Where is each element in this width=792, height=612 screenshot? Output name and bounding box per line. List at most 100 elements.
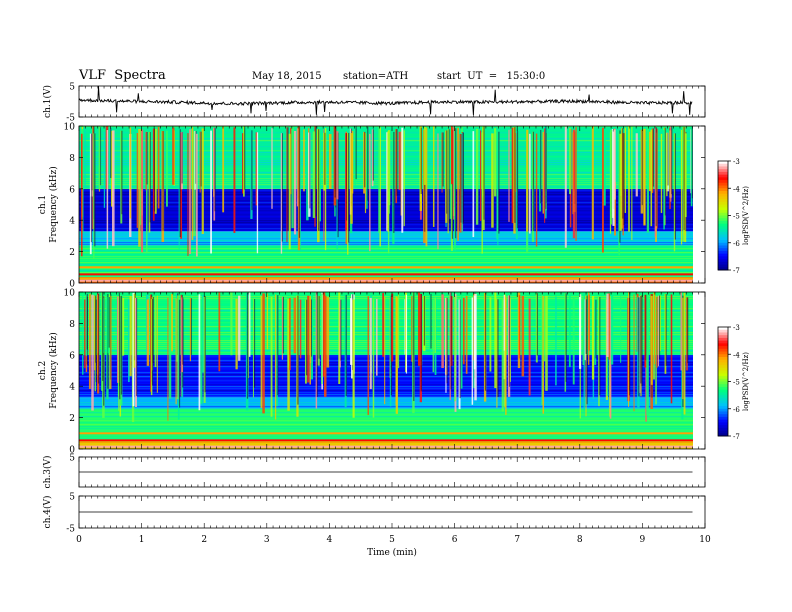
- colorbar-segment: [718, 389, 728, 393]
- spectrogram-streak-dark: [599, 296, 601, 396]
- spectrogram-streak: [296, 127, 299, 207]
- spectrogram-streak-dark: [586, 295, 588, 405]
- spectrogram-streak: [535, 293, 538, 363]
- colorbar-segment: [718, 422, 728, 426]
- spectrogram-streak-dark: [367, 126, 369, 201]
- spectrogram-streak: [432, 126, 435, 227]
- spectrogram-streak: [315, 292, 318, 409]
- colorbar-segment: [718, 215, 728, 219]
- spectrogram-streak-dark: [420, 127, 422, 195]
- spectrogram-band: [79, 126, 693, 189]
- colorbar-segment: [718, 337, 728, 342]
- spectrogram-stripe: [79, 140, 693, 142]
- spectrogram-streak: [213, 127, 216, 221]
- spectrogram-streak: [684, 133, 687, 218]
- spectrogram-streak-dark: [162, 131, 164, 231]
- colorbar-segment: [718, 171, 728, 176]
- spectrogram-streak-dark: [658, 295, 661, 360]
- spectrogram-streak: [494, 128, 497, 197]
- spectrogram-stripe: [79, 374, 693, 376]
- spectrogram-streak: [682, 297, 684, 400]
- spectrogram-streak: [621, 128, 623, 229]
- colorbar-segment: [718, 177, 728, 181]
- spectrogram-streak: [98, 126, 101, 190]
- colorbar-segment: [718, 386, 728, 391]
- spectrogram-streak: [417, 292, 421, 366]
- colorbar-segment: [718, 406, 728, 410]
- spectrogram-streak-dark: [508, 295, 511, 387]
- spectrogram-stripe: [79, 256, 693, 258]
- spectrogram-streak: [450, 126, 453, 185]
- spectrogram-streak-dark: [638, 297, 640, 397]
- spectrogram-streak: [447, 129, 449, 234]
- spectrogram-stripe: [79, 316, 693, 318]
- spectrogram-streak-dark: [446, 297, 448, 384]
- spectrogram-stripe: [79, 264, 693, 266]
- colorbar-segment: [718, 166, 728, 170]
- spectrogram-stripe: [79, 244, 693, 246]
- spectrogram-streak-dark: [340, 299, 342, 361]
- spectrogram-streak: [103, 132, 106, 208]
- y-tick-label: -5: [66, 525, 75, 535]
- spectrogram-streak: [568, 294, 571, 368]
- spectrogram-streak-dark: [181, 131, 183, 184]
- spectrogram-streak: [372, 299, 375, 418]
- spectrogram-streak: [235, 299, 238, 370]
- spectrogram-stripe: [79, 302, 693, 304]
- spectrogram-streak: [582, 297, 585, 365]
- spectrogram-stripe: [79, 326, 693, 328]
- spectrogram-streak-dark: [498, 131, 500, 234]
- spectrogram-streak: [378, 126, 380, 234]
- spectrogram-streak: [673, 133, 676, 252]
- colorbar-segment: [718, 212, 728, 216]
- spectrogram-streak: [92, 126, 95, 230]
- spectrogram-streak: [489, 297, 492, 372]
- spectrogram-streak: [291, 126, 294, 229]
- x-tick-label: 3: [264, 535, 270, 545]
- spectrogram-streak: [191, 127, 194, 240]
- spectrogram-streak: [388, 133, 390, 214]
- spectrogram-streak: [289, 297, 291, 371]
- colorbar-segment: [718, 370, 728, 374]
- spectrogram-streak-dark: [182, 297, 184, 365]
- spectrogram-streak-dark: [664, 127, 666, 216]
- spectrogram-streak: [389, 295, 392, 407]
- spectrogram-streak: [299, 129, 301, 250]
- spectrogram-streak: [80, 133, 83, 257]
- colorbar-segment: [718, 376, 728, 380]
- spectrogram-streak: [424, 126, 427, 185]
- spectrogram-stripe: [79, 312, 693, 314]
- spectrogram-streak-dark: [652, 128, 655, 187]
- spectrogram-streak: [441, 294, 444, 368]
- spectrogram-stripe: [79, 420, 693, 422]
- spectrogram-streak: [199, 131, 201, 193]
- spectrogram-streak: [457, 127, 459, 241]
- spectrogram-streak: [650, 295, 653, 385]
- colorbar-segment: [718, 185, 728, 189]
- colorbar-segment: [718, 193, 728, 197]
- spectrogram-stripe: [79, 428, 693, 430]
- spectrogram-stripe: [79, 442, 693, 444]
- colorbar-tick-label: -6: [733, 406, 740, 414]
- spectrogram-streak: [189, 298, 192, 362]
- spectrogram-stripe: [79, 156, 693, 158]
- spectrogram-streak: [543, 297, 546, 362]
- spectrogram-streak: [218, 292, 221, 372]
- colorbar-label: logPSD(V^2/Hz): [742, 186, 750, 245]
- spectrogram-stripe: [79, 328, 693, 330]
- y-tick-label: 2: [69, 248, 75, 258]
- spectrogram-stripe: [79, 216, 693, 218]
- spectrogram-stripe: [79, 406, 693, 408]
- spectrogram-streak: [564, 293, 567, 392]
- spectrogram-streak: [256, 132, 259, 254]
- spectrogram-streak: [657, 295, 659, 367]
- colorbar-segment: [718, 196, 728, 200]
- colorbar-segment: [718, 354, 728, 358]
- colorbar-segment: [718, 201, 728, 206]
- spectrogram-streak-dark: [200, 131, 202, 187]
- colorbar-segment: [718, 416, 728, 421]
- spectrogram-streak: [281, 296, 283, 360]
- spectrogram-streak: [146, 299, 150, 366]
- spectrogram-streak-dark: [135, 298, 138, 397]
- spectrogram-streak: [167, 297, 169, 421]
